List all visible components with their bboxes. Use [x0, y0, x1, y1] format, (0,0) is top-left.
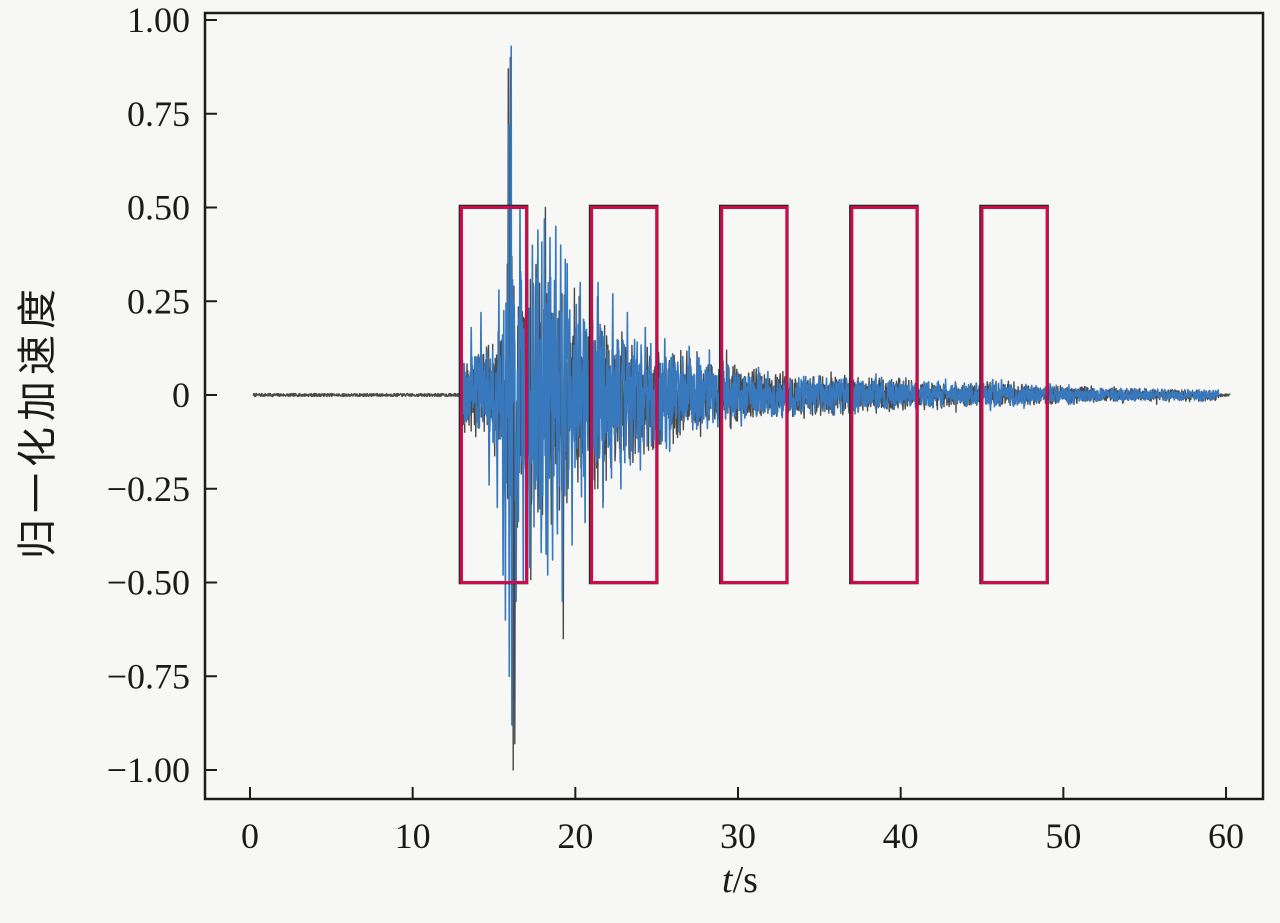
y-tick-label: −0.75 [107, 656, 190, 696]
x-axis-variable: t [722, 859, 733, 901]
x-tick-label: 20 [557, 816, 593, 856]
analysis-window [459, 206, 529, 584]
analysis-window [590, 206, 659, 584]
normalized-acceleration-trace [460, 45, 1220, 726]
y-tick-label: 0.50 [127, 188, 190, 228]
x-axis-title: t/s [660, 858, 820, 902]
y-axis-title: 归一化加速度 [15, 283, 60, 559]
x-tick-label: 60 [1208, 816, 1244, 856]
x-axis-separator: / [732, 859, 744, 901]
analysis-window [720, 206, 789, 584]
y-tick-label: 0.75 [127, 94, 190, 134]
analysis-window [850, 206, 919, 584]
y-tick-label: −1.00 [107, 750, 190, 790]
y-tick-label: −0.25 [107, 469, 190, 509]
x-tick-label: 40 [883, 816, 919, 856]
x-axis-unit: s [743, 859, 758, 901]
x-tick-label: 30 [720, 816, 756, 856]
y-tick-label: −0.50 [107, 563, 190, 603]
plot-border [203, 11, 1265, 801]
y-tick-label: 1.00 [127, 0, 190, 40]
x-tick-label: 10 [395, 816, 431, 856]
x-tick-label: 0 [241, 816, 259, 856]
x-tick-label: 50 [1045, 816, 1081, 856]
analysis-window [980, 206, 1049, 584]
y-tick-label: 0 [172, 375, 190, 415]
y-tick-label: 0.25 [127, 281, 190, 321]
